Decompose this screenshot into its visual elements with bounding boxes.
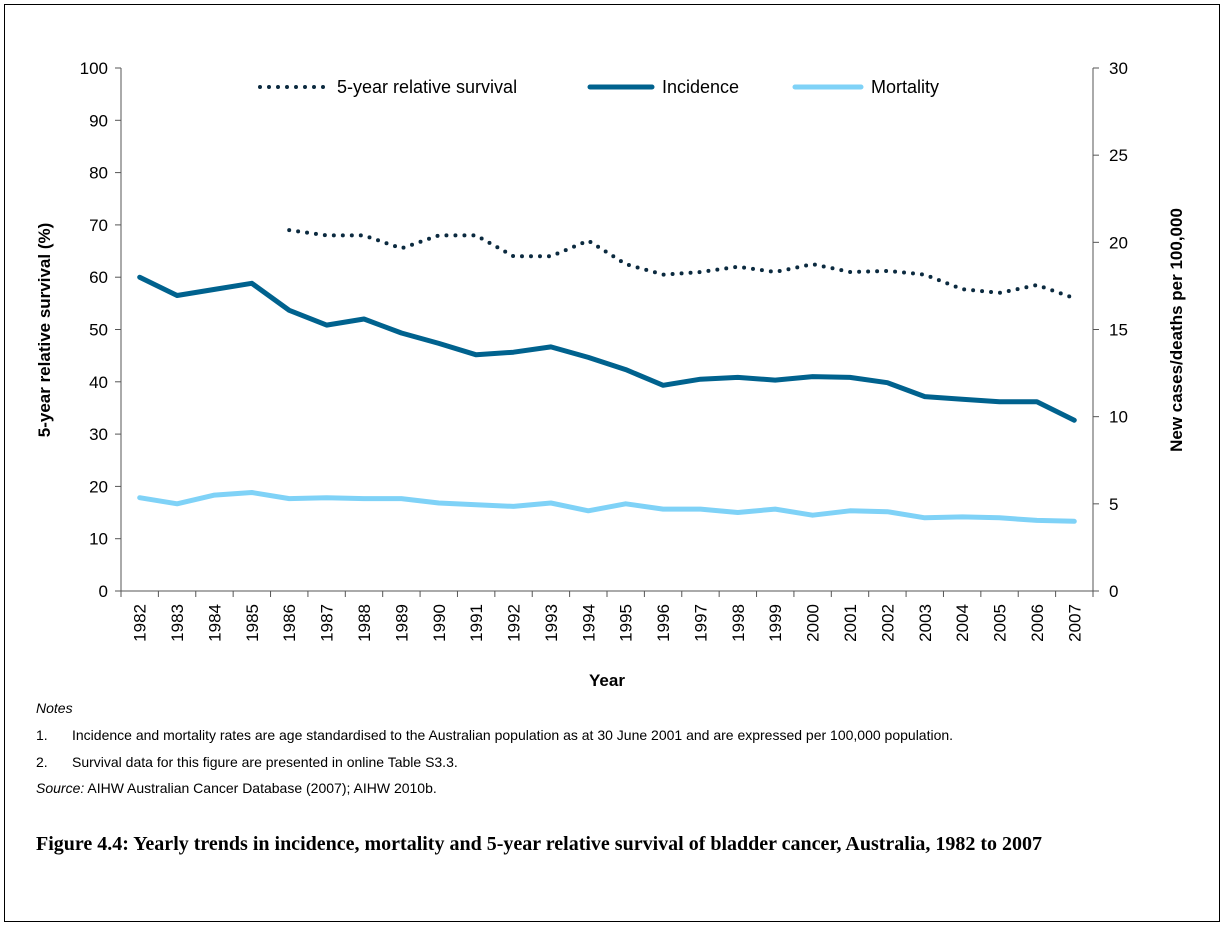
series-line-5-year-relative-survival [287, 228, 1077, 301]
y-right-tick-label: 20 [1109, 233, 1128, 252]
chart-lines [137, 228, 1077, 524]
y-left-tick-label: 0 [99, 582, 108, 601]
y-axis-left-title: 5-year relative survival (%) [35, 223, 54, 438]
chart-legend: 5-year relative survival Incidence Mortali… [258, 77, 939, 97]
x-tick-label: 2005 [991, 604, 1010, 642]
legend-label: Incidence [662, 77, 739, 97]
series-line-mortality [137, 490, 1077, 524]
x-tick-label: 1998 [729, 604, 748, 642]
note-number: 1. [36, 727, 48, 743]
x-tick-label: 2007 [1065, 604, 1084, 642]
x-tick-label: 1985 [243, 604, 262, 642]
x-tick-label: 1995 [617, 604, 636, 642]
y-left-tick-label: 10 [89, 530, 108, 549]
legend-label: 5-year relative survival [337, 77, 517, 97]
note-text: Survival data for this figure are presen… [72, 754, 458, 770]
x-tick-label: 1997 [691, 604, 710, 642]
y-axis-right-title: New cases/deaths per 100,000 [1167, 208, 1186, 452]
x-tick-label: 1993 [542, 604, 561, 642]
x-tick-label: 1991 [467, 604, 486, 642]
note-number: 2. [36, 754, 48, 770]
series-line-incidence [137, 274, 1077, 423]
y-left-tick-label: 90 [89, 111, 108, 130]
y-right-tick-label: 5 [1109, 495, 1118, 514]
y-right-tick-label: 0 [1109, 582, 1118, 601]
x-tick-label: 1983 [168, 604, 187, 642]
y-right-tick-label: 10 [1109, 408, 1128, 427]
x-tick-label: 1999 [766, 604, 785, 642]
y-right-tick-label: 30 [1109, 59, 1128, 78]
legend-label: Mortality [871, 77, 939, 97]
x-tick-label: 1986 [280, 604, 299, 642]
x-tick-label: 2000 [804, 604, 823, 642]
x-tick-label: 1989 [392, 604, 411, 642]
note-text: Incidence and mortality rates are age st… [72, 727, 954, 743]
x-tick-label: 1988 [355, 604, 374, 642]
x-tick-label: 2001 [841, 604, 860, 642]
x-axis-title: Year [589, 671, 625, 690]
y-left-tick-label: 100 [80, 59, 108, 78]
y-left-tick-label: 20 [89, 477, 108, 496]
note-item: 2. Survival data for this figure are pre… [36, 753, 1196, 772]
chart: 0 10 20 30 40 50 60 70 80 90 100 0 5 10 15 20 25 30 1982 19… [35, 59, 1186, 690]
notes-heading: Notes [36, 700, 73, 716]
chart-axes: 0 10 20 30 40 50 60 70 80 90 100 0 5 10 15 20 25 30 1982 19… [80, 59, 1128, 642]
figure-frame [4, 4, 1220, 922]
x-tick-label: 1992 [505, 604, 524, 642]
x-tick-label: 2004 [953, 604, 972, 642]
y-left-tick-label: 30 [89, 425, 108, 444]
y-left-tick-label: 60 [89, 268, 108, 287]
figure-caption: Figure 4.4: Yearly trends in incidence, … [36, 833, 1043, 855]
y-left-tick-label: 80 [89, 164, 108, 183]
x-tick-label: 2002 [878, 604, 897, 642]
y-left-tick-label: 50 [89, 321, 108, 340]
x-tick-label: 2006 [1028, 604, 1047, 642]
note-item: 1. Incidence and mortality rates are age… [36, 726, 1196, 745]
x-tick-label: 1984 [205, 604, 224, 642]
x-tick-label: 1996 [654, 604, 673, 642]
y-right-tick-label: 15 [1109, 321, 1128, 340]
notes-section: Notes 1. Incidence and mortality rates a… [36, 700, 1196, 796]
x-tick-label: 1994 [579, 604, 598, 642]
source-label: Source: [36, 780, 85, 796]
x-tick-label: 1987 [318, 604, 337, 642]
x-tick-label: 2003 [916, 604, 935, 642]
source-line: Source: AIHW Australian Cancer Database … [36, 780, 1196, 796]
x-tick-label: 1982 [131, 604, 150, 642]
x-tick-label: 1990 [430, 604, 449, 642]
y-left-tick-label: 70 [89, 216, 108, 235]
source-text: AIHW Australian Cancer Database (2007); … [84, 780, 437, 796]
y-right-tick-label: 25 [1109, 146, 1128, 165]
y-left-tick-label: 40 [89, 373, 108, 392]
